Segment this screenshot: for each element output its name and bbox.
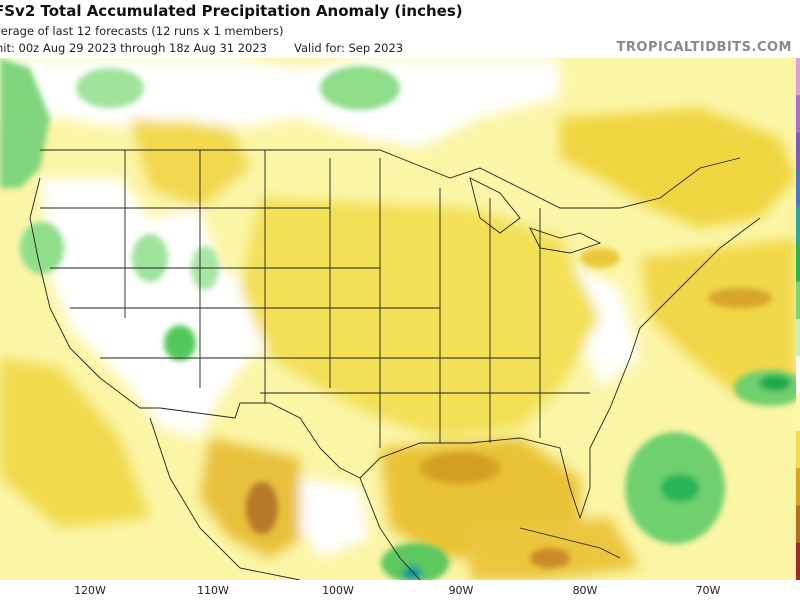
dry-region-pacific <box>0 358 150 528</box>
longitude-tick-label: 90W <box>448 584 474 597</box>
colorbar-segment <box>796 244 800 283</box>
wet-region-bc-coast <box>76 68 144 108</box>
colorbar-segment <box>796 281 800 320</box>
florida-cuba <box>519 527 621 559</box>
longitude-tick-label: 120W <box>74 584 106 597</box>
dry-core-ohio <box>580 248 620 268</box>
dry-region-northeast <box>560 108 796 228</box>
colorbar-segment <box>796 505 800 544</box>
wet-region-california <box>20 222 64 274</box>
colorbar-segment <box>796 169 800 208</box>
state-lines-horizontal <box>40 207 590 394</box>
colorbar-segment <box>796 542 800 581</box>
wet-region-canada <box>320 66 400 110</box>
map-header: FSv2 Total Accumulated Precipitation Ano… <box>0 0 800 58</box>
colorbar-segment <box>796 319 800 357</box>
longitude-tick-label: 70W <box>695 584 721 597</box>
colorbar-segment <box>796 430 800 469</box>
wet-region-central-america <box>381 543 449 580</box>
neutral-region-mexico <box>300 478 370 558</box>
colorbar-segment <box>796 393 800 432</box>
colorbar-segment <box>796 95 800 134</box>
dry-core-atlantic <box>708 288 772 308</box>
longitude-axis <box>0 580 800 600</box>
longitude-tick-label: 100W <box>322 584 354 597</box>
us-canada-border <box>40 149 741 209</box>
us-mexico-border <box>159 402 361 479</box>
colorbar-segment <box>796 132 800 171</box>
dry-region-atlantic <box>640 238 796 398</box>
anomaly-cores <box>0 58 796 580</box>
great-lakes <box>469 177 602 254</box>
gulf-coast <box>359 357 631 520</box>
state-lines-vertical <box>124 150 541 448</box>
east-coast <box>629 217 761 359</box>
mexico-outline <box>149 417 421 580</box>
wet-core-bermuda <box>759 375 791 391</box>
init-time-text: nit: 00z Aug 29 2023 through 18z Aug 31 … <box>0 41 268 55</box>
dry-core-caribbean <box>530 548 570 568</box>
dry-core-gulf <box>420 452 500 484</box>
us-west-coast <box>29 177 160 409</box>
valid-time-text: Valid for: Sep 2023 <box>294 41 404 55</box>
map-title: FSv2 Total Accumulated Precipitation Ano… <box>0 2 463 20</box>
longitude-tick-label: 110W <box>197 584 229 597</box>
dry-core-mexico <box>246 482 278 534</box>
longitude-tick-label: 80W <box>572 584 598 597</box>
colorbar-segment <box>796 356 800 395</box>
political-borders <box>29 149 761 580</box>
color-scale-bar <box>796 58 800 581</box>
wet-region-nevada <box>132 234 168 282</box>
map-subtitle: verage of last 12 forecasts (12 runs x 1… <box>0 24 284 38</box>
colorbar-segment <box>796 207 800 245</box>
dry-region-rockies <box>130 118 250 208</box>
wet-core-atlantic <box>660 474 700 502</box>
wet-core-central-america <box>402 566 422 580</box>
map-canvas <box>0 58 796 580</box>
colorbar-segment <box>796 468 800 506</box>
brand-watermark: TROPICALTIDBITS.COM <box>616 40 792 55</box>
wet-region-pacific-nw <box>0 58 50 188</box>
colorbar-segment <box>796 58 800 96</box>
precip-anomaly-map <box>0 58 796 580</box>
wet-region-arizona <box>164 325 196 361</box>
